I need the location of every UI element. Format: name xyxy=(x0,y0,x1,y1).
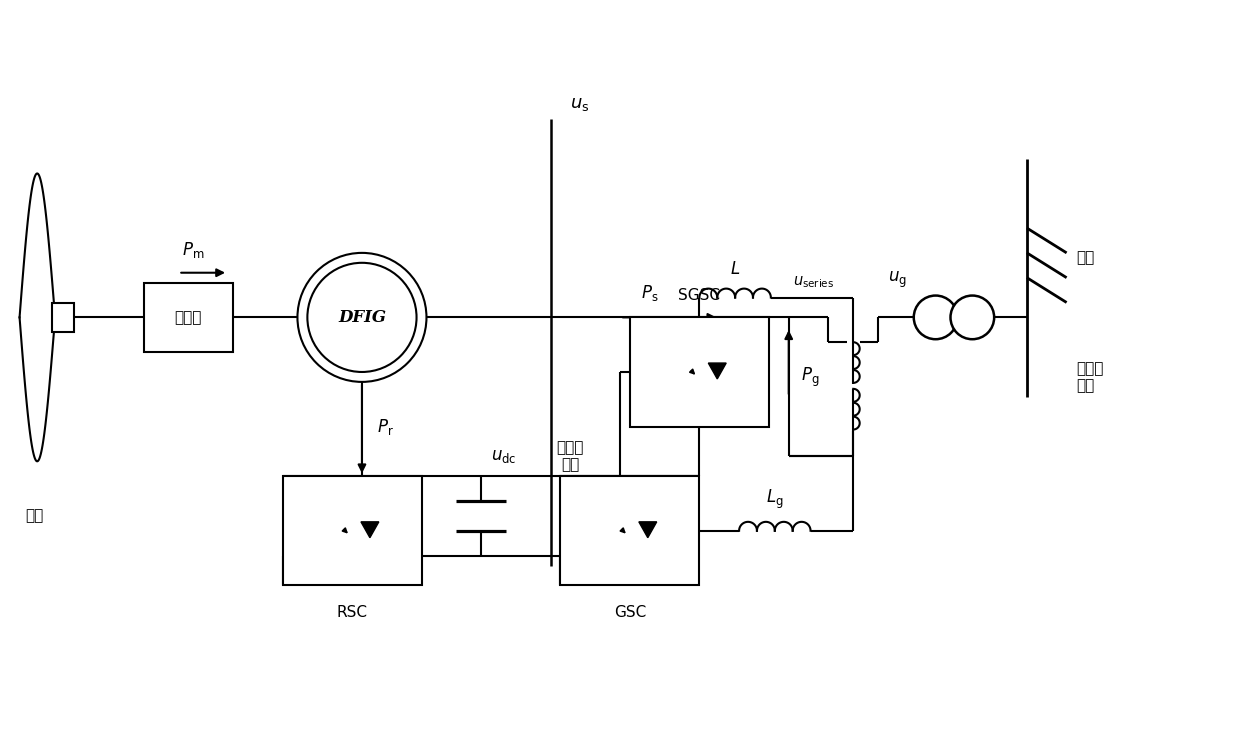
Text: SGSC: SGSC xyxy=(678,287,720,302)
Polygon shape xyxy=(639,522,657,538)
Text: $P_{\rm m}$: $P_{\rm m}$ xyxy=(182,240,205,260)
Circle shape xyxy=(914,296,957,339)
Bar xyxy=(144,283,233,352)
Text: $u_{\rm series}$: $u_{\rm series}$ xyxy=(792,274,835,290)
Text: $u_{\rm s}$: $u_{\rm s}$ xyxy=(570,95,590,113)
Text: $u_{\rm g}$: $u_{\rm g}$ xyxy=(888,270,908,290)
Text: $P_{\rm s}$: $P_{\rm s}$ xyxy=(641,282,658,302)
Polygon shape xyxy=(708,363,727,379)
Text: 电网: 电网 xyxy=(1076,251,1095,265)
Bar xyxy=(560,476,699,585)
Text: $L$: $L$ xyxy=(730,259,740,278)
Text: $L_{\rm g}$: $L_{\rm g}$ xyxy=(766,488,784,511)
Circle shape xyxy=(308,263,417,372)
Text: DFIG: DFIG xyxy=(337,309,386,326)
Text: 齿轮箱: 齿轮箱 xyxy=(175,310,202,325)
Text: 发电机
母线: 发电机 母线 xyxy=(557,440,584,472)
Text: $P_{\rm r}$: $P_{\rm r}$ xyxy=(377,416,393,436)
Bar xyxy=(283,476,422,585)
Text: GSC: GSC xyxy=(614,605,646,621)
Text: $u_{\rm dc}$: $u_{\rm dc}$ xyxy=(491,447,517,465)
Bar xyxy=(52,302,74,332)
Circle shape xyxy=(298,253,427,382)
Polygon shape xyxy=(361,522,379,538)
Text: 风机: 风机 xyxy=(25,509,43,523)
Text: $P_{\rm g}$: $P_{\rm g}$ xyxy=(801,366,818,388)
Text: RSC: RSC xyxy=(336,605,367,621)
Bar xyxy=(630,318,769,427)
Text: 风电场
母线: 风电场 母线 xyxy=(1076,360,1104,393)
Circle shape xyxy=(951,296,994,339)
